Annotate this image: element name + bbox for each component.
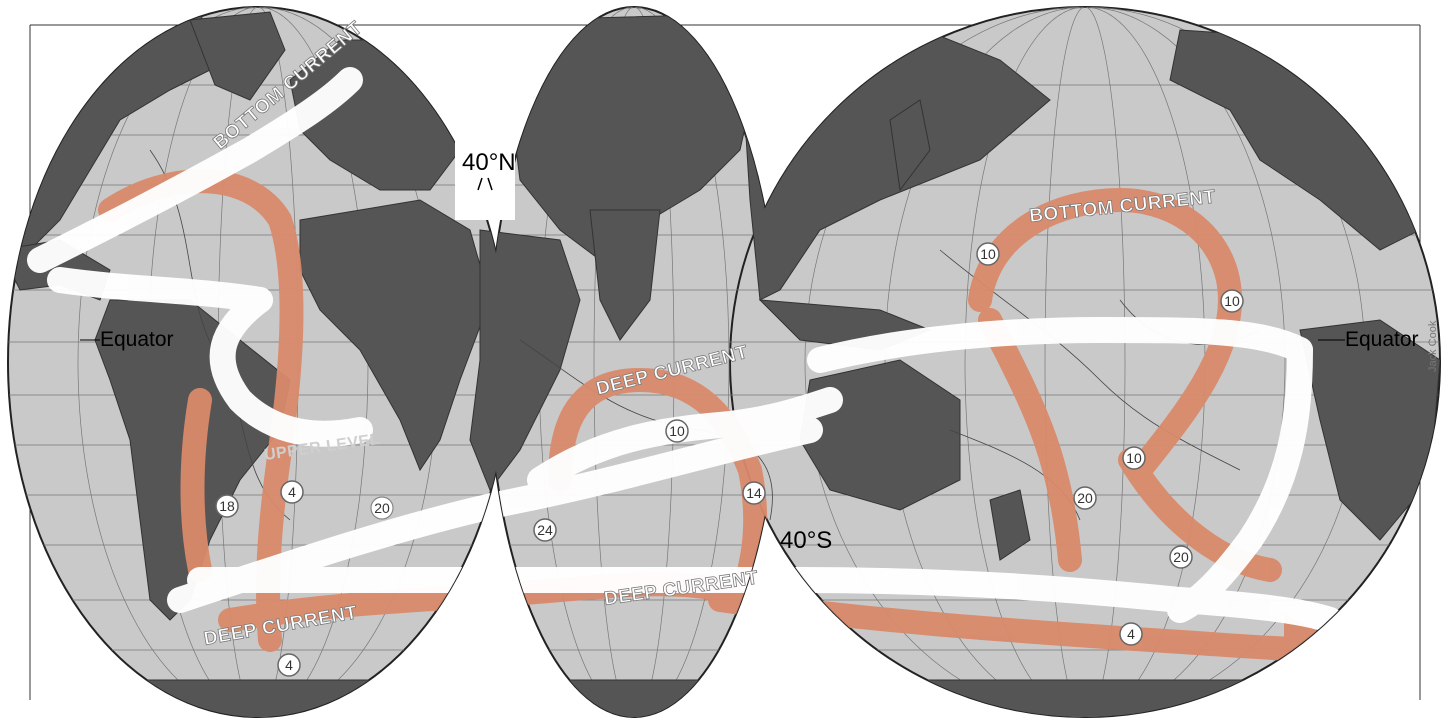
flow-rate-11: 4 [277,653,301,677]
svg-text:10: 10 [1126,450,1142,466]
pacific-deep-west [978,308,1082,572]
flow-rate-3: 10 [665,419,689,443]
pacific-bottom-loop [968,187,1243,482]
svg-text:4: 4 [288,484,296,500]
antarctica [8,679,1440,717]
atlantic-south-branch [180,388,212,582]
svg-text:24: 24 [537,522,553,538]
svg-text:20: 20 [1173,549,1189,565]
pacific-deep-east [1118,448,1282,582]
upper-pacific-equatorial [807,316,1313,373]
flow-rate-4: 10 [1122,446,1146,470]
svg-text:10: 10 [980,246,996,262]
flow-rate-14: 4 [1119,622,1143,646]
flow-rate-12: 20 [1169,545,1193,569]
flow-rate-13: 20 [370,496,394,520]
lat-40n-label: 40°N [462,149,516,176]
svg-text:4: 4 [285,657,293,673]
upper-south-atlantic [209,287,373,447]
india [589,209,661,341]
new-zealand [989,489,1031,561]
flow-rate-9: 24 [533,518,557,542]
lat-40n-marker [455,120,515,220]
japan [889,99,931,192]
svg-text:14: 14 [746,485,762,501]
upper-caribbean [47,267,273,313]
equator-right-label: Equator [1345,328,1419,351]
upper-southern-main [167,417,823,613]
flow-rate-7: 20 [1073,486,1097,510]
svg-text:18: 18 [219,498,235,514]
upper-currents [27,67,1343,633]
south-america-pacific [1299,319,1440,541]
lat-40s-label: 40°S [780,527,832,554]
svg-text:4: 4 [1127,626,1135,642]
upper-circumpolar [187,566,1343,633]
flow-rate-2: 10 [1220,289,1244,313]
africa-west [299,199,491,472]
svg-text:20: 20 [1077,490,1093,506]
africa-east [469,229,581,492]
credit-label: Jack Cook [1427,320,1439,372]
flow-rate-6: 4 [280,480,304,504]
upper-indian [527,387,843,493]
greenland [189,11,286,101]
flow-rate-5: 18 [215,494,239,518]
upper-north-atlantic [27,67,363,273]
indian-deep-current [548,367,768,612]
flow-rate-1: 10 [976,242,1000,266]
svg-text:10: 10 [669,423,685,439]
svg-text:10: 10 [1224,293,1240,309]
flow-rate-markers: 10 10 10 10 18 4 20 24 14 4 20 20 4 [215,242,1244,677]
svg-text:20: 20 [374,500,390,516]
flow-rate-10: 14 [742,481,766,505]
equator-left-label: Equator [100,328,174,351]
